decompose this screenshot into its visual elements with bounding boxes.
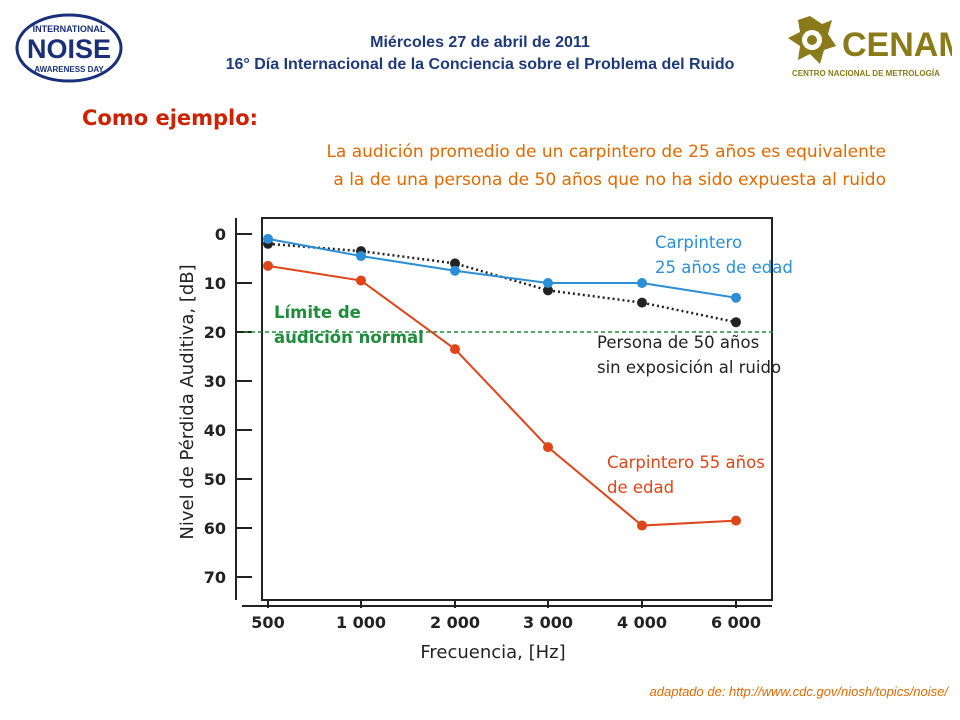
blue-series-point bbox=[356, 251, 366, 262]
y-tick-label: 70 bbox=[204, 568, 226, 587]
red-series-point bbox=[637, 520, 647, 531]
x-tick-label: 1 000 bbox=[336, 613, 386, 632]
chart-frame bbox=[235, 217, 773, 607]
blue-series-label: 25 años de edad bbox=[655, 258, 793, 277]
blue-series-point bbox=[731, 292, 741, 303]
x-tick-label: 4 000 bbox=[617, 613, 667, 632]
black-series-point bbox=[543, 285, 553, 296]
reference-label: Límite de bbox=[274, 303, 361, 322]
blue-series-point bbox=[543, 278, 553, 288]
y-tick-label: 10 bbox=[204, 274, 226, 293]
cenam-logo: CENAM CENTRO NACIONAL DE METROLOGÍA bbox=[788, 16, 952, 78]
chart-series bbox=[263, 233, 741, 531]
y-tick-label: 20 bbox=[204, 323, 226, 342]
normal-hearing-limit: Límite de audición normal bbox=[244, 303, 774, 347]
y-tick-label: 40 bbox=[204, 421, 226, 440]
y-axis-label: Nivel de Pérdida Auditiva, [dB] bbox=[177, 264, 198, 539]
cenam-subtitle: CENTRO NACIONAL DE METROLOGÍA bbox=[792, 69, 940, 78]
logo-left-line3: AWARENESS DAY bbox=[34, 65, 104, 74]
red-series-point bbox=[450, 344, 460, 355]
cenam-name: CENAM bbox=[842, 26, 952, 64]
blue-series-point bbox=[263, 233, 273, 244]
source-credit: adaptado de: http://www.cdc.gov/niosh/to… bbox=[649, 684, 948, 699]
header-date: Miércoles 27 de abril de 2011 bbox=[370, 34, 590, 51]
logo-left-line1: INTERNATIONAL bbox=[33, 24, 106, 34]
black-series-point bbox=[637, 297, 647, 308]
y-tick-label: 0 bbox=[215, 225, 226, 244]
logo-left-line2: NOISE bbox=[27, 34, 111, 64]
y-tick-label: 30 bbox=[204, 372, 226, 391]
blue-series-point bbox=[637, 278, 647, 288]
blue-series-label: Carpintero bbox=[655, 233, 742, 252]
black-series-point bbox=[731, 317, 741, 328]
plot-border bbox=[261, 217, 773, 601]
example-heading: Como ejemplo: bbox=[82, 106, 259, 130]
x-tick-label: 6 000 bbox=[711, 613, 761, 632]
x-axis-ticks: 500 1 000 2 000 3 000 4 000 6 000 bbox=[251, 600, 761, 632]
black-series-label: Persona de 50 años bbox=[597, 333, 759, 352]
black-series-label: sin exposición al ruido bbox=[597, 358, 781, 377]
red-series-point bbox=[356, 275, 366, 286]
x-tick-label: 2 000 bbox=[430, 613, 480, 632]
red-series-line bbox=[267, 264, 737, 527]
x-tick-label: 3 000 bbox=[523, 613, 573, 632]
international-noise-awareness-day-logo: INTERNATIONAL NOISE AWARENESS DAY bbox=[15, 13, 123, 83]
reference-label: audición normal bbox=[274, 328, 424, 347]
header-title: 16° Día Internacional de la Conciencia s… bbox=[225, 56, 735, 73]
description-line-1: La audición promedio de un carpintero de… bbox=[326, 142, 886, 162]
y-tick-label: 50 bbox=[204, 470, 226, 489]
x-tick-label: 500 bbox=[251, 613, 284, 632]
red-series-point bbox=[731, 515, 741, 526]
cenam-emblem-icon bbox=[788, 16, 836, 64]
red-series-label: Carpintero 55 años bbox=[607, 453, 765, 472]
description-line-2: a la de una persona de 50 años que no ha… bbox=[333, 170, 886, 190]
blue-series-point bbox=[450, 265, 460, 276]
red-series-label: de edad bbox=[607, 478, 674, 497]
red-series-point bbox=[543, 442, 553, 453]
y-axis-ticks: 0 10 20 30 40 50 60 70 bbox=[204, 225, 252, 587]
series-labels: Carpintero 25 años de edad Persona de 50 a… bbox=[597, 233, 793, 497]
y-tick-label: 60 bbox=[204, 519, 226, 538]
black-series-point bbox=[450, 258, 460, 269]
x-axis-label: Frecuencia, [Hz] bbox=[420, 642, 565, 663]
red-series-point bbox=[263, 260, 273, 271]
blue-series-line bbox=[267, 237, 737, 299]
